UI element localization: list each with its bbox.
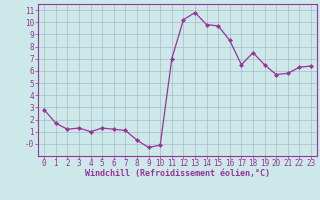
- X-axis label: Windchill (Refroidissement éolien,°C): Windchill (Refroidissement éolien,°C): [85, 169, 270, 178]
